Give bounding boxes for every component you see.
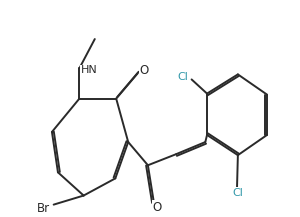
Text: Cl: Cl <box>177 72 188 82</box>
Text: HN: HN <box>81 65 98 75</box>
Text: O: O <box>153 201 162 214</box>
Text: O: O <box>140 64 149 77</box>
Text: Cl: Cl <box>232 187 243 197</box>
Text: Br: Br <box>37 202 50 215</box>
